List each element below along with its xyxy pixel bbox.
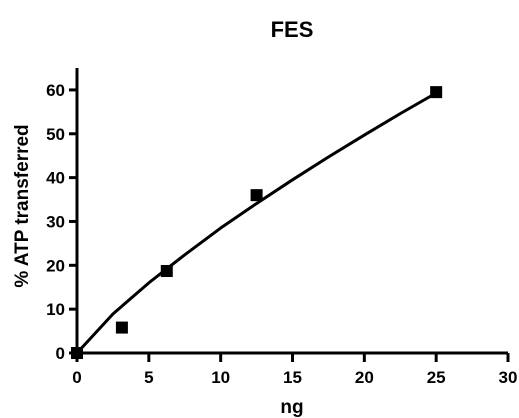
data-point-0-2 [160,265,173,278]
x-tick-label-4: 20 [355,368,374,387]
x-tick-label-3: 15 [283,368,302,387]
data-point-0-4 [430,86,443,99]
data-point-0-3 [250,189,263,202]
y-tick-label-1: 10 [46,300,65,319]
chart-title: FES [271,17,314,42]
x-tick-label-2: 10 [211,368,230,387]
x-axis-label: ng [280,397,303,418]
fit-curve [75,91,437,355]
fit-curve-layer [75,91,437,355]
x-tick-label-1: 5 [144,368,153,387]
data-point-0-1 [115,321,128,334]
x-tick-label-0: 0 [72,368,81,387]
y-tick-label-0: 0 [56,344,65,363]
y-tick-label-6: 60 [46,81,65,100]
y-axis-label: % ATP transferred [12,124,33,287]
y-tick-label-3: 30 [46,212,65,231]
y-tick-label-4: 40 [46,169,65,188]
plot-area [71,86,443,359]
data-points-layer [71,86,443,359]
x-axis-ticks: 0 5 10 15 20 25 30 [72,353,517,387]
x-tick-label-6: 30 [499,368,518,387]
y-tick-label-5: 50 [46,125,65,144]
x-tick-label-5: 25 [427,368,446,387]
y-tick-label-2: 20 [46,256,65,275]
y-axis-ticks: 0 10 20 30 40 50 60 [46,81,77,363]
